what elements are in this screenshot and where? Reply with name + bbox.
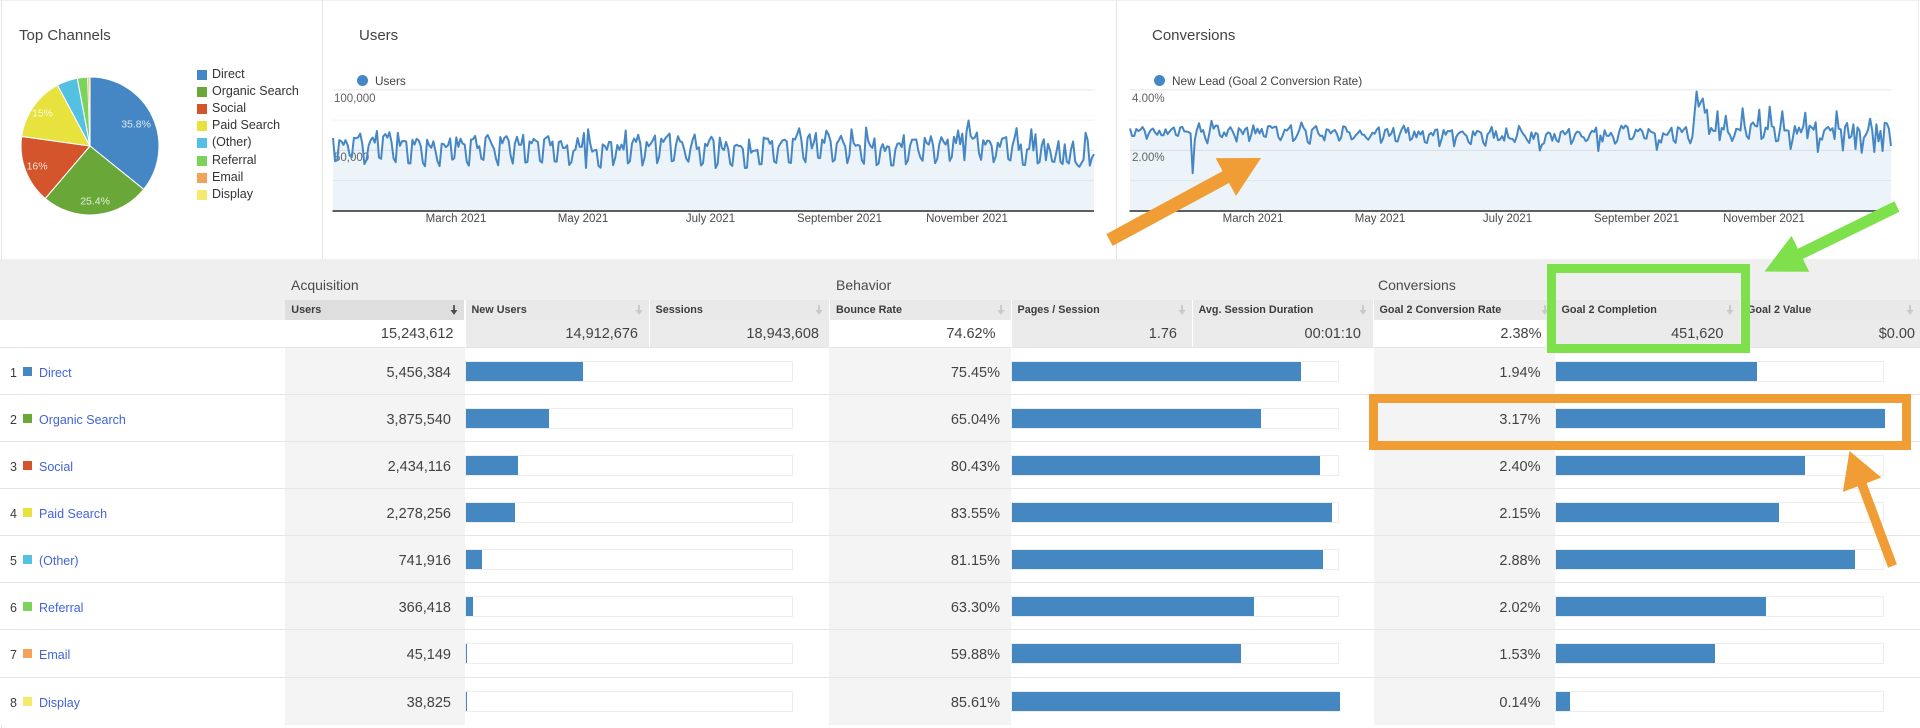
svg-text:25.4%: 25.4% <box>80 196 110 208</box>
svg-text:16%: 16% <box>27 161 48 173</box>
svg-text:35.8%: 35.8% <box>121 119 151 131</box>
svg-text:15%: 15% <box>32 107 53 119</box>
